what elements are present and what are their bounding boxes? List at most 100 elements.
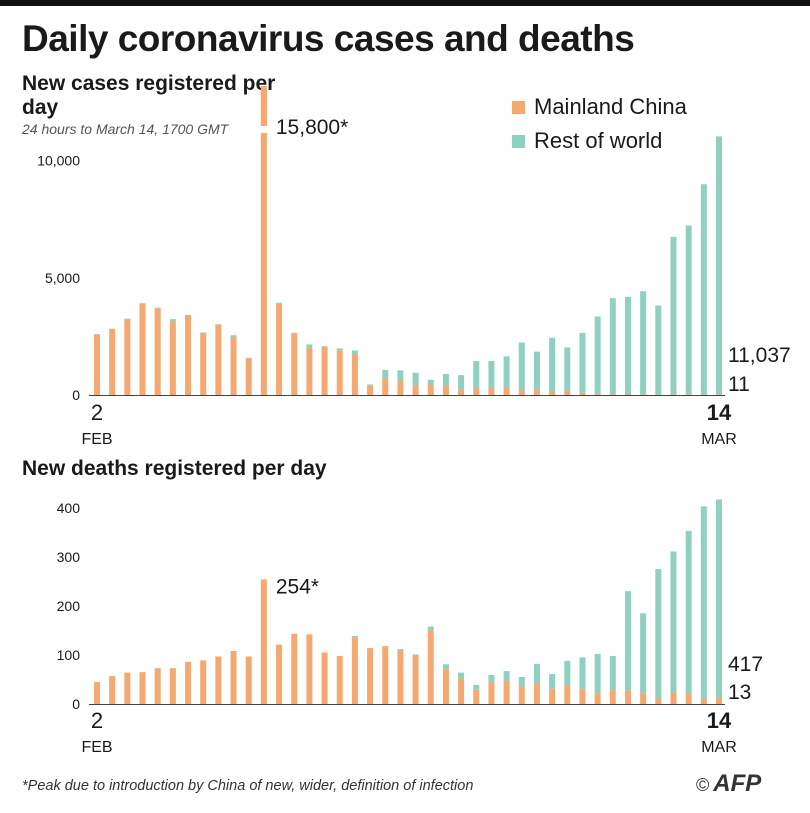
bar-world xyxy=(488,675,495,683)
bar-world xyxy=(473,684,480,690)
bar-china xyxy=(488,387,495,395)
bar-china xyxy=(215,656,222,704)
bar-world xyxy=(154,307,161,309)
bar-world xyxy=(685,225,692,395)
bar-china xyxy=(185,661,192,704)
bar-world xyxy=(579,657,586,690)
bar-china xyxy=(185,315,192,395)
bar-china xyxy=(594,393,601,395)
y-tick-label: 5,000 xyxy=(45,270,80,286)
bar-world xyxy=(594,653,601,694)
bar-china xyxy=(700,698,707,704)
bar-china xyxy=(124,672,131,704)
bar-world xyxy=(716,136,722,395)
bar-china xyxy=(154,308,161,395)
x-start-day: 2 xyxy=(91,708,103,733)
bar-world xyxy=(549,674,556,689)
bar-world xyxy=(351,635,358,638)
bar-china xyxy=(154,668,161,704)
bar-world xyxy=(382,369,389,379)
bar-china xyxy=(488,682,495,704)
bar-china xyxy=(442,669,449,704)
bar-china xyxy=(655,699,662,704)
cases-chart-title: New cases registered per day xyxy=(22,72,276,119)
bar-world xyxy=(458,672,465,679)
bar-world xyxy=(640,613,647,694)
bar-world xyxy=(245,357,252,359)
bar-world xyxy=(442,373,449,386)
bar-china xyxy=(321,652,328,704)
bar-world xyxy=(276,302,283,304)
bar-china xyxy=(533,389,540,395)
bar-china xyxy=(306,634,313,704)
bar-china xyxy=(260,579,267,704)
bar-world xyxy=(624,296,631,395)
bar-world xyxy=(412,372,419,386)
y-tick-label: 0 xyxy=(72,387,80,403)
copyright-icon: © xyxy=(696,775,710,795)
bar-china xyxy=(427,384,434,395)
bar-china xyxy=(382,646,389,704)
bar-world xyxy=(609,298,616,395)
bar-world xyxy=(503,356,510,388)
bar-world xyxy=(139,303,146,304)
bar-china xyxy=(200,332,207,395)
bar-china xyxy=(94,681,100,704)
footnote: *Peak due to introduction by China of ne… xyxy=(22,778,474,794)
bar-china xyxy=(94,334,100,395)
deaths-chart: 0 100 200 300 400 254* 417 13 2 FEB 14 MAR xyxy=(57,499,763,756)
x-end-day: 14 xyxy=(707,708,732,733)
legend-label-world: Rest of world xyxy=(534,128,663,153)
end-label-china: 13 xyxy=(728,681,751,704)
legend-swatch-china xyxy=(512,100,525,114)
bar-china xyxy=(397,650,404,704)
legend-item-rest-of-world: Rest of world xyxy=(512,124,687,158)
bar-world xyxy=(367,384,374,386)
bar-china xyxy=(458,678,465,704)
bar-china xyxy=(533,683,540,704)
bar-world xyxy=(427,379,434,385)
bar-china xyxy=(351,354,358,395)
bar-china xyxy=(458,389,465,395)
bar-world xyxy=(503,671,510,681)
legend-item-mainland-china: Mainland China xyxy=(512,90,687,124)
cases-chart: 0 5,000 10,000 15,800* 11,037 11 2 FEB 14 MAR xyxy=(37,86,791,448)
bar-china xyxy=(124,319,131,395)
bar-china xyxy=(139,303,146,395)
bar-china xyxy=(412,385,419,395)
bar-world xyxy=(351,350,358,354)
page-title: Daily coronavirus cases and deaths xyxy=(22,18,635,59)
bar-china xyxy=(594,693,601,704)
bar-world xyxy=(230,335,237,338)
bar-china xyxy=(549,391,556,395)
bar-china xyxy=(609,690,616,704)
x-start-month: FEB xyxy=(81,431,112,448)
bar-world xyxy=(442,664,449,670)
afp-logo-text: AFP xyxy=(713,770,762,797)
bar-china xyxy=(579,392,586,395)
bar-china xyxy=(503,387,510,395)
bar-world xyxy=(427,626,434,631)
bar-world xyxy=(397,370,404,381)
bar-china-peak xyxy=(260,86,267,126)
bar-world xyxy=(518,342,525,391)
bar-china xyxy=(245,358,252,395)
legend-swatch-world xyxy=(512,134,525,148)
bar-world xyxy=(215,324,222,325)
bar-world xyxy=(533,663,540,684)
bar-china xyxy=(503,680,510,704)
bar-china xyxy=(336,350,343,395)
bar-china xyxy=(473,387,480,395)
bar-china xyxy=(640,693,647,704)
bar-china xyxy=(276,303,283,395)
peak-label: 254* xyxy=(276,575,319,598)
y-tick-label: 400 xyxy=(57,500,81,516)
bar-world xyxy=(670,551,677,693)
bar-world xyxy=(397,649,404,651)
bar-china xyxy=(215,324,222,395)
bar-world xyxy=(185,314,192,316)
bar-world xyxy=(700,184,707,395)
bar-world xyxy=(458,375,465,390)
bar-china xyxy=(549,688,556,704)
bar-china xyxy=(518,686,525,704)
